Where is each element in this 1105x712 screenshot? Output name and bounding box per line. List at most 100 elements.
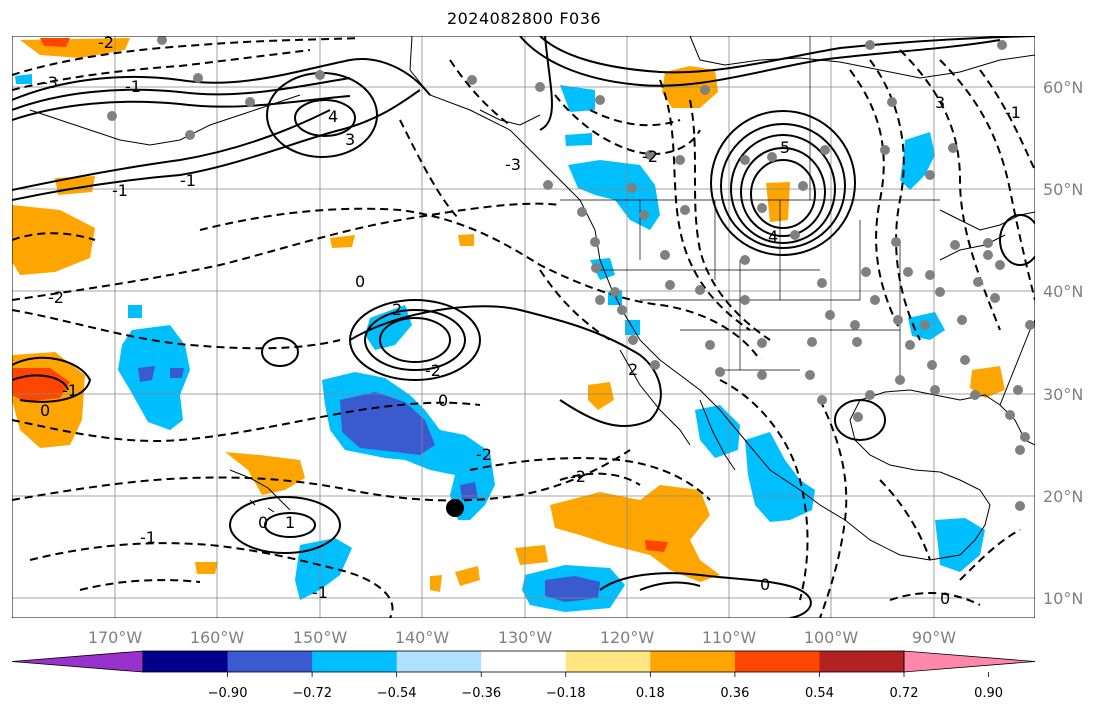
contour-label: -3	[42, 73, 58, 92]
lon-label: 140°W	[395, 628, 450, 647]
neg-region-central-core	[340, 392, 435, 455]
contour-labels: -3 -2 -1 4 3 -3 -2 5 3 4 -2 -1 2 -2 0 2 …	[40, 33, 1021, 608]
lon-label: 160°W	[190, 628, 245, 647]
contour-label: -3	[505, 155, 521, 174]
colorbar-tick-label: −0.36	[461, 686, 501, 701]
solid-contours	[12, 36, 1035, 618]
neg-region-west-pacific-core2	[170, 368, 184, 378]
contour-label: 3	[345, 130, 355, 149]
contour-label: -2	[476, 445, 492, 464]
colorbar-segment	[819, 651, 905, 672]
storm-center-marker	[446, 499, 464, 517]
contour-label: 2	[628, 360, 638, 379]
pos-region-nw-core	[40, 38, 70, 47]
contour-label: -1	[140, 528, 156, 547]
lon-label: 100°W	[804, 628, 859, 647]
pos-region-west-coast	[12, 205, 95, 275]
lon-label: 110°W	[702, 628, 757, 647]
contour-label: -2	[570, 467, 586, 486]
colorbar-segment	[227, 651, 313, 672]
lat-label: 60°N	[1043, 78, 1083, 97]
longitude-axis: 170°W 160°W 150°W 140°W 130°W 120°W 110°…	[88, 628, 956, 647]
colorbar-segment	[396, 651, 482, 672]
contour-label: -1	[180, 171, 196, 190]
lat-label: 50°N	[1043, 180, 1083, 199]
contour-label: 0	[40, 401, 50, 420]
contour-label: -1	[125, 77, 141, 96]
pos-region-gulf-california	[588, 382, 614, 410]
neg-region-hawaii-south	[295, 538, 352, 600]
lon-label: 90°W	[912, 628, 956, 647]
contour-label: -1	[312, 583, 328, 602]
neg-region-east-us	[900, 132, 935, 190]
colorbar-ticks: −0.90 −0.72 −0.54 −0.36 −0.18 0.18 0.36 0.54 0.7…	[208, 672, 1003, 701]
pos-region-midpacific-a	[330, 235, 355, 248]
contour-label: 0	[355, 272, 365, 291]
latitude-axis: 60°N 50°N 40°N 30°N 20°N 10°N	[1043, 78, 1083, 608]
contour-label: 2	[392, 300, 402, 319]
lon-label: 120°W	[600, 628, 655, 647]
contour-label: -2	[98, 33, 114, 52]
pos-region-tropics	[550, 485, 720, 582]
contour-label: 0	[258, 513, 268, 532]
colorbar-tick-label: −0.18	[546, 686, 586, 701]
colorbar-tick-label: 0.18	[636, 686, 665, 701]
pos-region-rockies	[766, 182, 790, 222]
neg-region-offshore-low	[365, 305, 412, 350]
lat-label: 20°N	[1043, 487, 1083, 506]
map-panel: -3 -2 -1 4 3 -3 -2 5 3 4 -2 -1 2 -2 0 2 …	[12, 33, 1035, 618]
contour-label: 0	[940, 589, 950, 608]
colorbar-frame	[142, 650, 905, 673]
colorbar-arrow-left	[11, 650, 144, 673]
colorbar-tick-label: −0.72	[292, 686, 332, 701]
contour-label: -1	[62, 381, 78, 400]
neg-region-central-core2	[460, 482, 478, 500]
lat-label: 40°N	[1043, 282, 1083, 301]
contour-label: 3	[935, 93, 945, 112]
contour-label: -2	[48, 288, 64, 307]
lon-label: 170°W	[88, 628, 143, 647]
pos-region-hawaii-small	[195, 562, 218, 574]
pos-region-midpacific-b	[458, 234, 474, 246]
contour-label: -2	[642, 147, 658, 166]
contour-label: 0	[760, 575, 770, 594]
colorbar-tick-label: −0.90	[208, 686, 248, 701]
neg-region-pacific-nw-small	[565, 133, 592, 146]
colorbar-tick-label: 0.36	[720, 686, 749, 701]
contour-label: -2	[425, 361, 441, 380]
colorbar-tick-label: 0.90	[974, 686, 1003, 701]
colorbar-tick-label: 0.54	[805, 686, 834, 701]
neg-region-west-pacific-core	[138, 366, 155, 382]
colorbar-tick-label: −0.54	[377, 686, 417, 701]
station-dots	[107, 36, 1035, 511]
map-background	[12, 36, 1035, 618]
colorbar-segment	[143, 651, 229, 672]
neg-region-alaska	[560, 85, 595, 112]
colorbar-segments	[11, 650, 1036, 673]
neg-region-central-america	[935, 518, 985, 572]
pos-region-tropics-west	[515, 545, 548, 565]
contour-label: 5	[780, 138, 790, 157]
colorbar-arrow-right	[903, 650, 1036, 673]
neg-region-pacific-nw	[568, 160, 660, 230]
neg-region-west-pacific	[118, 325, 190, 430]
contour-label: 4	[768, 227, 778, 246]
neg-region-far-nw	[15, 74, 32, 84]
contour-label: -1	[1005, 103, 1021, 122]
contour-label: -1	[112, 181, 128, 200]
colorbar-segment	[734, 651, 820, 672]
pos-region-southeast	[970, 366, 1005, 398]
pos-region-tropics-core	[645, 540, 668, 552]
graticule	[12, 36, 1035, 618]
map-title: 2024082800 F036	[446, 9, 602, 28]
neg-region-tropics-blob-core	[545, 576, 600, 602]
colorbar-segment	[650, 651, 736, 672]
neg-region-west-small	[128, 305, 142, 318]
colorbar-segment	[312, 651, 398, 672]
contour-label: 1	[285, 513, 295, 532]
lat-label: 30°N	[1043, 385, 1083, 404]
pos-region-tropics-small-b	[455, 566, 480, 586]
contour-label: 0	[438, 391, 448, 410]
colorbar-tick-label: 0.72	[890, 686, 919, 701]
